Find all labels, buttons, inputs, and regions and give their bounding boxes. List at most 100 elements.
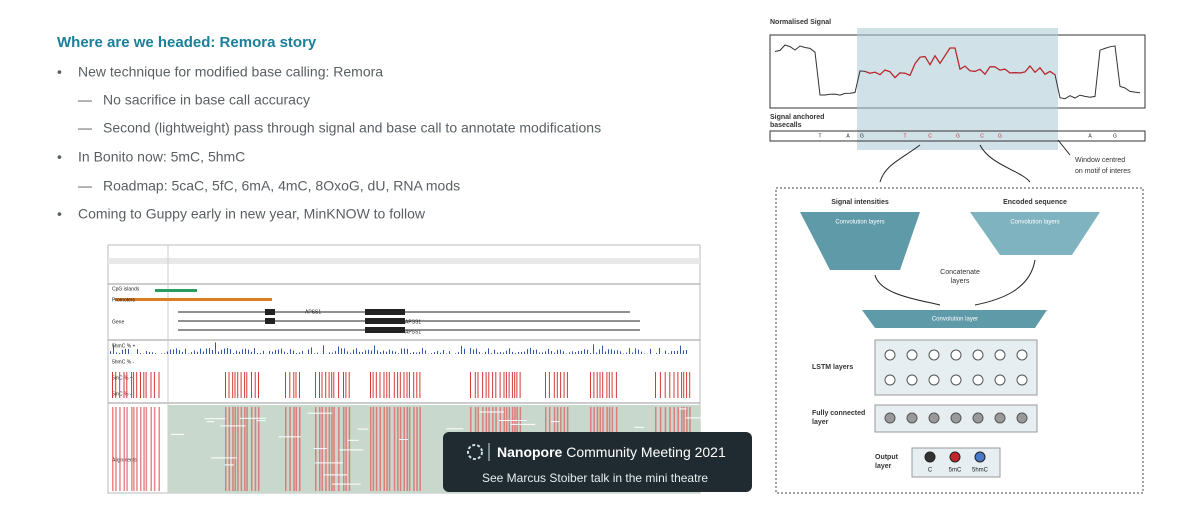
hmc-bar — [287, 353, 288, 354]
hmc-bar — [338, 346, 339, 354]
hmc-bar — [371, 350, 372, 354]
read-gap — [679, 408, 686, 409]
mod-bar — [609, 372, 610, 398]
hmc-bar — [443, 350, 444, 354]
lstm-unit — [929, 350, 939, 360]
read-mod — [131, 407, 133, 491]
cpg-island — [155, 289, 197, 292]
read-gap — [313, 448, 327, 449]
hmc-bar — [479, 352, 480, 354]
mod-bar — [225, 372, 226, 398]
hmc-bar — [533, 350, 534, 354]
hmc-bar — [524, 352, 525, 354]
hmc-bar — [140, 353, 141, 354]
track-label: CpG islands — [112, 286, 140, 292]
hmc-bar — [422, 348, 423, 354]
mod-bar — [237, 372, 238, 398]
hmc-bar — [512, 352, 513, 354]
class-label: C — [928, 468, 933, 474]
mod-bar — [124, 372, 125, 398]
hmc-bar — [149, 352, 150, 354]
sub-bullet: No sacrifice in base call accuracy — [103, 92, 310, 108]
mod-bar — [409, 372, 410, 398]
lstm-unit — [995, 350, 1005, 360]
hmc-bar — [626, 353, 627, 354]
hmc-bar — [386, 352, 387, 354]
mod-bar — [140, 372, 141, 398]
hmc-bar — [263, 351, 264, 354]
hmc-bar — [299, 352, 300, 354]
mod-bar — [255, 372, 256, 398]
mod-bar — [554, 372, 555, 398]
read-mod — [241, 407, 243, 491]
basecall: A — [1088, 133, 1092, 139]
read-mod — [124, 407, 126, 491]
hmc-bar — [227, 348, 228, 354]
basecall: G — [860, 133, 864, 139]
fc-unit — [1017, 413, 1027, 423]
mod-bar — [686, 372, 687, 398]
hmc-bar — [674, 351, 675, 354]
read-mod — [400, 407, 402, 491]
hmc-bar — [275, 350, 276, 354]
mod-bar — [112, 372, 113, 398]
exon — [265, 309, 275, 315]
hmc-bar — [563, 351, 564, 354]
hmc-bar — [677, 351, 678, 354]
fc-unit — [885, 413, 895, 423]
mod-bar — [349, 372, 350, 398]
hmc-bar — [437, 351, 438, 354]
gene-label: APSS1 — [305, 309, 321, 315]
exon — [365, 309, 405, 315]
hmc-bar — [329, 352, 330, 354]
hmc-bar — [581, 351, 582, 354]
hmc-bar — [218, 352, 219, 354]
hmc-bar — [434, 352, 435, 354]
hmc-bar — [278, 350, 279, 354]
read-mod — [413, 407, 415, 491]
mod-bar — [325, 372, 326, 398]
read-gap — [240, 418, 266, 419]
hmc-bar — [461, 346, 462, 354]
hmc-bar — [458, 352, 459, 354]
hmc-bar — [173, 350, 174, 354]
hmc-bar — [302, 351, 303, 354]
read-gap — [357, 429, 368, 430]
hmc-bar — [185, 349, 186, 354]
class-label: 5hmC — [972, 468, 989, 474]
remora-diagram: Normalised Signal Signal anchored baseca… — [770, 19, 1145, 493]
read-mod — [343, 407, 345, 491]
hmc-bar — [602, 346, 603, 354]
mod-bar — [681, 372, 682, 398]
track-label: 5hmC % - — [112, 359, 135, 365]
read-mod — [338, 407, 340, 491]
hmc-bar — [347, 352, 348, 354]
lstm-box — [875, 340, 1037, 395]
basecall: T — [903, 133, 906, 139]
hmc-bar — [401, 348, 402, 354]
read-mod — [349, 407, 351, 491]
read-mod — [244, 407, 246, 491]
hmc-bar — [383, 351, 384, 354]
mod-bar — [394, 372, 395, 398]
hmc-bar — [635, 348, 636, 354]
read-mod — [285, 407, 287, 491]
lstm-label: LSTM layers — [812, 364, 853, 371]
hmc-bar — [308, 350, 309, 354]
hmc-bar — [137, 349, 138, 354]
mod-bar — [373, 372, 374, 398]
mod-bar — [380, 372, 381, 398]
hmc-bar — [194, 350, 195, 354]
mod-bar — [616, 372, 617, 398]
mod-bar — [665, 372, 666, 398]
output-label: layer — [875, 463, 892, 470]
read-mod — [119, 407, 121, 491]
hmc-bar — [317, 353, 318, 354]
output-unit — [975, 452, 985, 462]
read-mod — [112, 407, 114, 491]
mod-bar — [475, 372, 476, 398]
mod-bar — [370, 372, 371, 398]
hmc-bar — [548, 349, 549, 354]
mod-bar — [232, 372, 233, 398]
read-mod — [376, 407, 378, 491]
